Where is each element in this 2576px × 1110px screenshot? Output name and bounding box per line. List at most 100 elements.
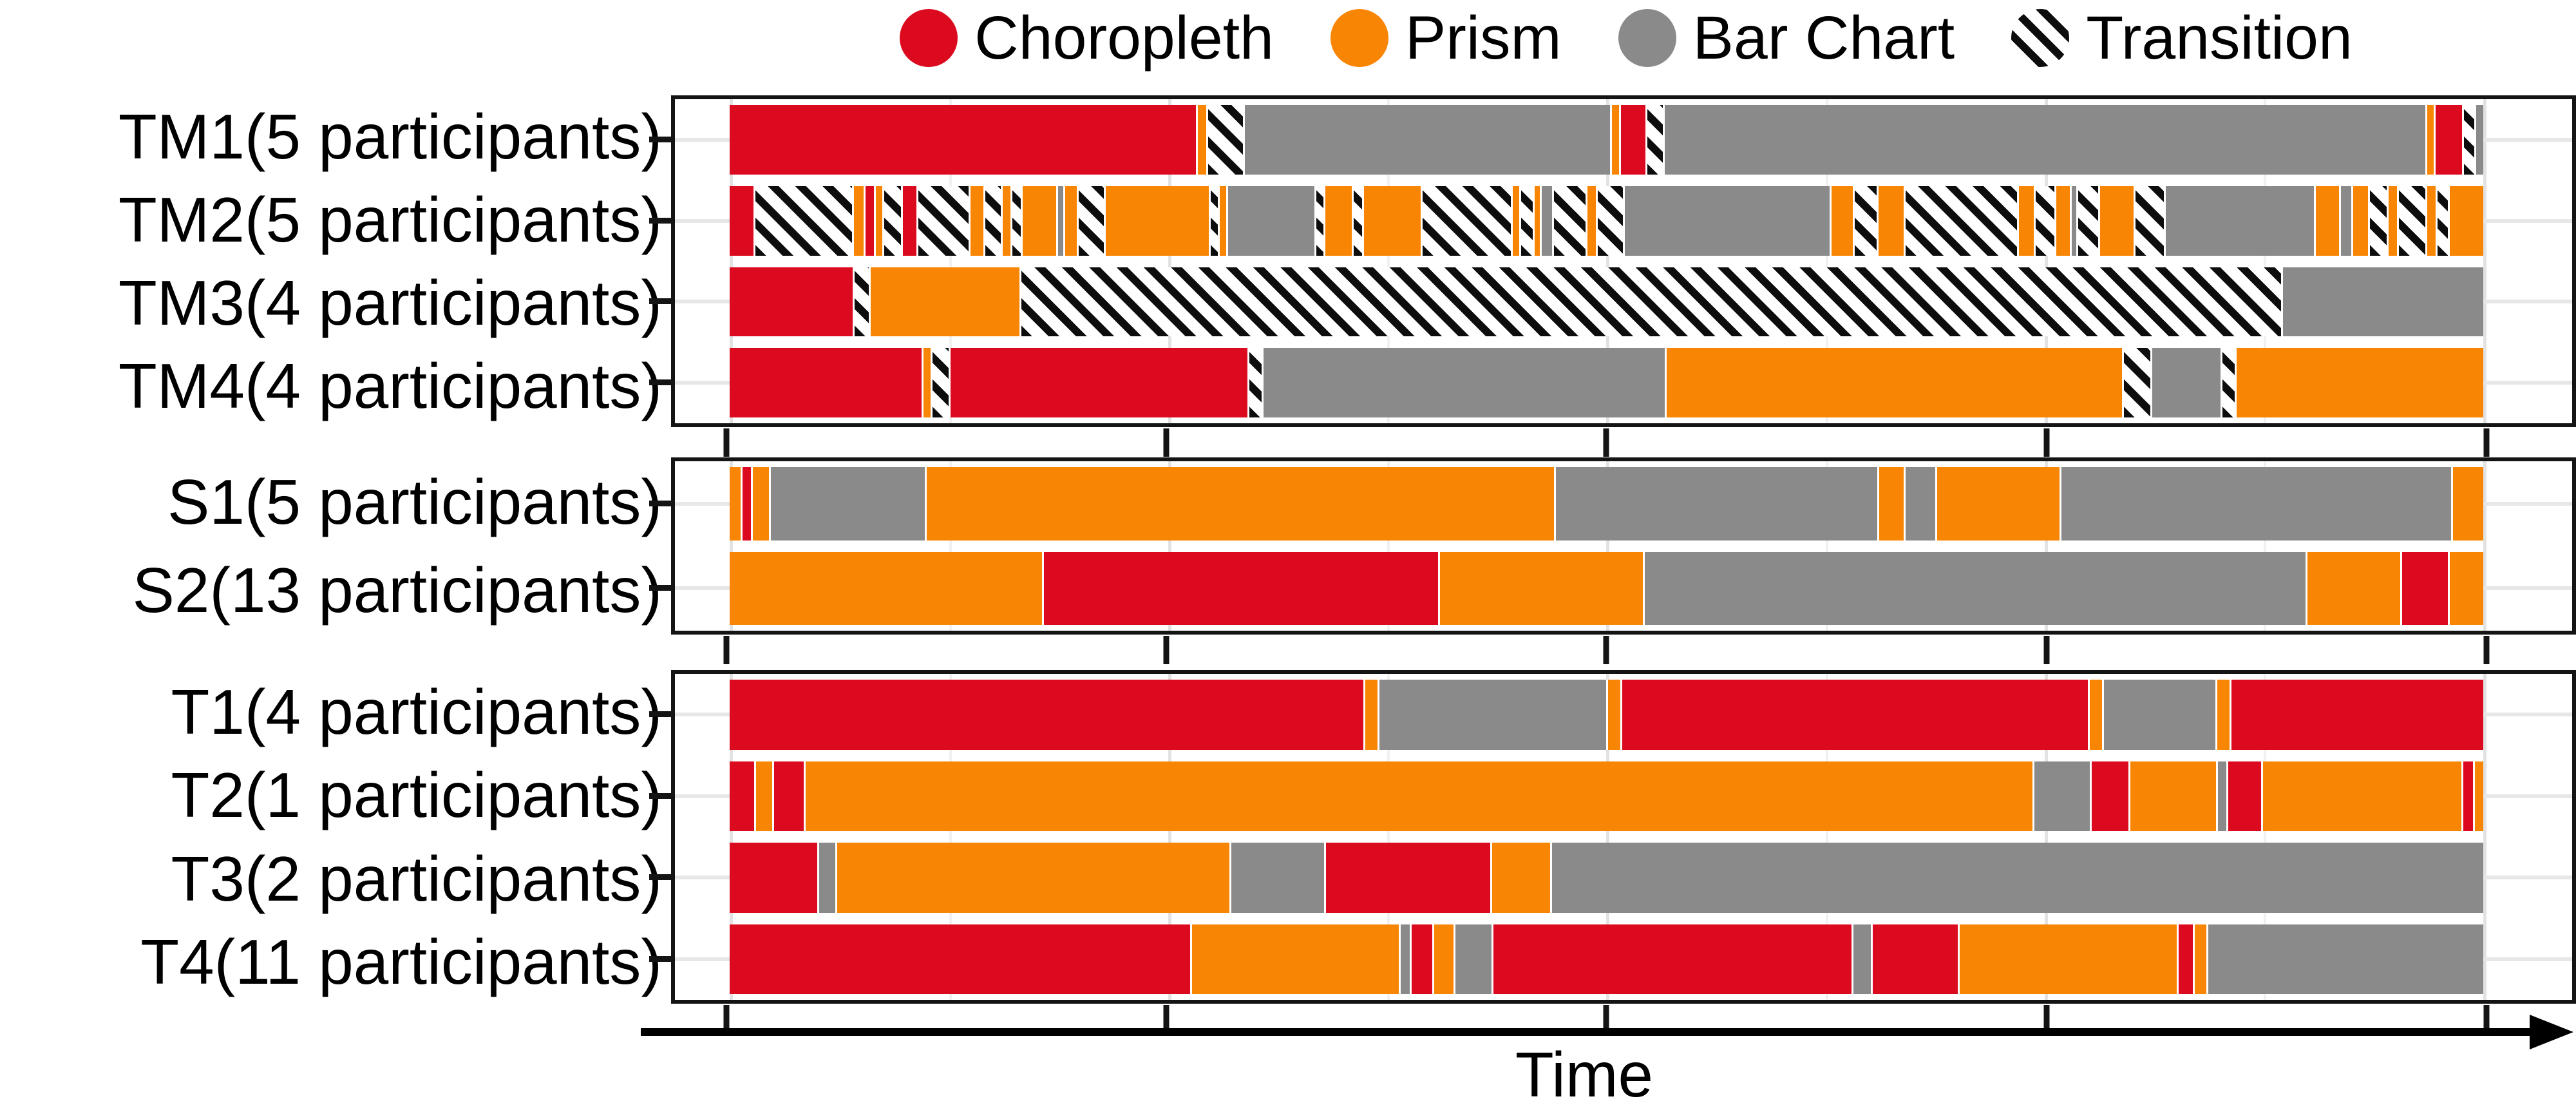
segment-transition [1010, 186, 1021, 256]
time-axis-label: Time [1515, 1039, 1654, 1110]
segment-prism [1021, 186, 1057, 256]
gridline-minor [2264, 99, 2267, 423]
panel-1 [649, 95, 2576, 427]
segment-bar-chart [1540, 186, 1552, 256]
gridline-minor [1825, 99, 1828, 423]
segment-prism [1323, 186, 1352, 256]
row-label-cell-TM2: TM2(5 participants) [0, 178, 671, 262]
panel-2 [649, 457, 2576, 635]
segment-prism [1437, 551, 1643, 625]
segment-bar-chart [1229, 843, 1324, 913]
x-axis-tick [2043, 428, 2050, 457]
time-axis-arrowhead-icon [2530, 1015, 2573, 1049]
segment-bar-chart [2150, 348, 2221, 417]
row-label-T1: T1(4 participants) [171, 676, 662, 747]
gridline-major [1168, 674, 1171, 1000]
segment-transition [1853, 186, 1877, 256]
panel-block-2: S1(5 participants) S2(13 participants) [0, 457, 2576, 664]
segment-choropleth [730, 267, 853, 337]
segment-transition [2134, 186, 2164, 256]
rows [649, 461, 2572, 631]
segment-prism [924, 467, 1554, 541]
y-axis-tick [649, 136, 671, 142]
segment-bar-chart [1226, 186, 1315, 256]
segment-choropleth [2230, 680, 2483, 750]
row-label-TM2: TM2(5 participants) [118, 184, 662, 256]
segment-prism [730, 467, 741, 541]
segment-bar-chart [1643, 551, 2306, 625]
prism-swatch-icon [1330, 9, 1388, 67]
segment-prism [1103, 186, 1209, 256]
segment-prism [2473, 761, 2483, 831]
segment-choropleth [2090, 761, 2129, 831]
segment-transition [1595, 186, 1623, 256]
segment-choropleth [730, 924, 1191, 994]
gridline-major [730, 674, 734, 1000]
segment-transition [882, 186, 902, 256]
segment-prism [2088, 680, 2103, 750]
row-label-cell-TM3: TM3(4 participants) [0, 262, 671, 345]
legend-label-prism: Prism [1405, 3, 1562, 72]
segment-prism [1190, 924, 1399, 994]
segment-bar-chart [2102, 680, 2216, 750]
row-label-cell-T2: T2(1 participants) [0, 754, 671, 837]
row-label-TM3: TM3(4 participants) [118, 267, 662, 338]
x-axis-tick [2043, 1005, 2050, 1033]
segment-prism [1000, 186, 1011, 256]
segment-prism [2305, 551, 2401, 625]
segment-transition [1420, 186, 1511, 256]
segment-transition [1019, 267, 2282, 337]
segment-transition [2076, 186, 2099, 256]
segment-choropleth [730, 680, 1363, 750]
segment-bar-chart [1377, 680, 1606, 750]
gridline-major [1168, 461, 1171, 631]
segment-choropleth [740, 467, 752, 541]
segment-prism [1664, 348, 2122, 417]
segment-prism [868, 267, 1020, 337]
x-axis-tick [1603, 636, 1609, 664]
segment-transition [1206, 105, 1244, 175]
x-axis-tick [1163, 428, 1170, 457]
segment-choropleth [730, 348, 922, 417]
timeline-bar-TM2 [730, 186, 2483, 256]
segment-prism [751, 467, 769, 541]
segment-choropleth [2226, 761, 2262, 831]
timeline-bar-TM1 [730, 105, 2483, 175]
legend-item-transition: Transition [2011, 3, 2353, 72]
segment-bar-chart [2215, 761, 2227, 831]
segment-transition [1352, 186, 1363, 256]
x-axis-tick [2483, 1005, 2490, 1033]
segment-transition [1551, 186, 1586, 256]
segment-transition [2436, 186, 2448, 256]
gridline-minor [2264, 674, 2267, 1000]
segment-prism [2192, 924, 2207, 994]
segment-transition [983, 186, 1001, 256]
segment-transition [2461, 105, 2474, 175]
segment-prism [1877, 467, 1904, 541]
bar-chart-swatch-icon [1618, 9, 1676, 67]
segment-transition [2121, 348, 2150, 417]
gridline-major [1606, 674, 1610, 1000]
segment-transition [1077, 186, 1104, 256]
segment-prism [2314, 186, 2340, 256]
segment-prism [1511, 186, 1520, 256]
gridline-major [1168, 99, 1171, 423]
segment-transition [2368, 186, 2387, 256]
segment-transition [1645, 105, 1663, 175]
segment-bar-chart [2060, 467, 2452, 541]
timeline-bar-T3 [730, 843, 2483, 913]
segment-choropleth [1620, 680, 2088, 750]
segment-prism [1063, 186, 1077, 256]
transition-swatch-icon [2011, 9, 2070, 67]
y-axis-tick [649, 955, 671, 962]
legend-label-transition: Transition [2086, 3, 2353, 72]
legend-label-bar-chart: Bar Chart [1692, 3, 1955, 72]
segment-choropleth [1619, 105, 1645, 175]
segment-choropleth [1409, 924, 1432, 994]
segment-prism [1829, 186, 1853, 256]
segment-prism [1585, 186, 1596, 256]
segment-choropleth [864, 186, 875, 256]
row-label-cell-TM1: TM1(5 participants) [0, 95, 671, 178]
segment-bar-chart [2164, 186, 2315, 256]
